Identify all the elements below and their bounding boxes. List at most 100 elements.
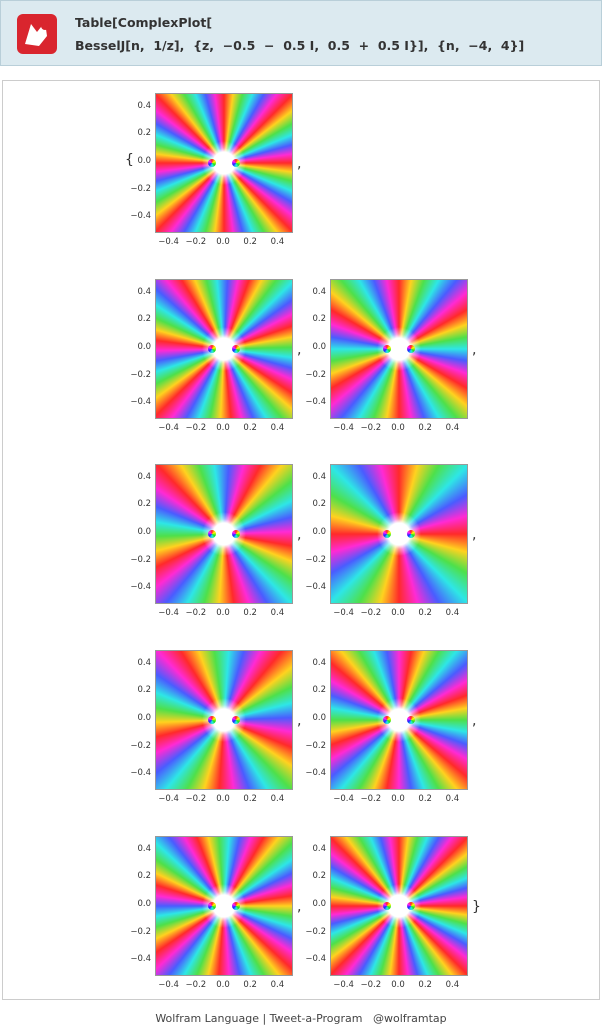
singularity — [232, 530, 240, 538]
y-tick-label: −0.4 — [130, 768, 151, 779]
singularity — [407, 345, 415, 353]
singularity — [208, 530, 216, 538]
singularity — [383, 345, 391, 353]
y-tick-label: −0.4 — [130, 954, 151, 965]
x-tick-label: −0.4 — [158, 608, 179, 618]
y-tick-label: −0.4 — [305, 397, 326, 408]
y-tick-label: 0.4 — [312, 657, 326, 668]
y-tick-label: −0.2 — [130, 183, 151, 194]
x-tick-label: 0.2 — [243, 237, 257, 247]
y-tick-label: −0.2 — [130, 369, 151, 380]
singularity — [232, 902, 240, 910]
separator: , — [297, 713, 302, 729]
complex-plot — [330, 279, 468, 419]
singularity — [208, 716, 216, 724]
app-icon — [17, 14, 57, 54]
x-tick-label: 0.0 — [391, 794, 405, 804]
singularity — [383, 902, 391, 910]
y-tick-label: 0.0 — [312, 527, 326, 537]
x-tick-label: −0.2 — [185, 237, 207, 247]
singularity — [208, 902, 216, 910]
y-tick-label: −0.4 — [305, 768, 326, 779]
y-tick-label: −0.2 — [130, 926, 151, 937]
x-tick-label: 0.4 — [270, 423, 285, 433]
singularity — [407, 902, 415, 910]
y-tick-label: 0.2 — [137, 685, 151, 696]
separator: , — [297, 342, 302, 358]
singularity — [383, 530, 391, 538]
x-tick-label: −0.4 — [333, 794, 354, 804]
y-tick-label: 0.0 — [137, 899, 151, 909]
complex-plot — [155, 464, 293, 604]
y-tick-label: −0.4 — [305, 582, 326, 593]
singularity — [232, 159, 240, 167]
singularity — [208, 159, 216, 167]
y-tick-label: 0.2 — [312, 314, 326, 325]
y-tick-label: −0.2 — [130, 554, 151, 565]
y-tick-label: 0.0 — [137, 527, 151, 537]
separator: , — [297, 156, 302, 172]
y-tick-label: 0.2 — [137, 314, 151, 325]
x-tick-label: 0.4 — [445, 423, 460, 433]
y-tick-label: 0.0 — [137, 156, 151, 166]
y-tick-label: 0.4 — [137, 286, 151, 297]
singularity — [407, 530, 415, 538]
x-tick-label: 0.2 — [418, 794, 432, 804]
singularity — [383, 716, 391, 724]
x-tick-label: 0.0 — [216, 980, 230, 990]
x-tick-label: 0.2 — [243, 980, 257, 990]
separator: , — [472, 342, 477, 358]
x-tick-label: 0.2 — [243, 423, 257, 433]
x-tick-label: 0.0 — [216, 423, 230, 433]
x-tick-label: 0.2 — [243, 608, 257, 618]
x-tick-label: −0.4 — [158, 423, 179, 433]
y-tick-label: −0.2 — [305, 740, 326, 751]
y-tick-label: 0.2 — [312, 871, 326, 882]
y-tick-label: −0.4 — [130, 397, 151, 408]
y-tick-label: −0.4 — [305, 954, 326, 965]
y-tick-label: 0.2 — [137, 128, 151, 139]
complex-plot — [155, 836, 293, 976]
x-tick-label: −0.4 — [333, 980, 354, 990]
x-tick-label: −0.4 — [158, 237, 179, 247]
y-tick-label: 0.4 — [312, 843, 326, 854]
y-tick-label: 0.2 — [137, 499, 151, 510]
complex-plot — [330, 650, 468, 790]
x-tick-label: −0.2 — [185, 980, 207, 990]
y-tick-label: 0.4 — [137, 657, 151, 668]
y-tick-label: 0.0 — [312, 342, 326, 352]
x-tick-label: −0.2 — [185, 794, 207, 804]
x-tick-label: −0.4 — [158, 794, 179, 804]
x-tick-label: 0.0 — [391, 980, 405, 990]
x-tick-label: −0.2 — [185, 423, 207, 433]
brace-open: { — [125, 152, 134, 168]
y-tick-label: −0.2 — [130, 740, 151, 751]
y-tick-label: 0.4 — [137, 843, 151, 854]
y-tick-label: 0.2 — [312, 499, 326, 510]
x-tick-label: 0.4 — [270, 980, 285, 990]
x-tick-label: −0.2 — [360, 980, 382, 990]
y-tick-label: 0.0 — [312, 899, 326, 909]
x-tick-label: −0.2 — [360, 794, 382, 804]
y-tick-label: −0.2 — [305, 926, 326, 937]
x-tick-label: −0.4 — [333, 608, 354, 618]
x-tick-label: 0.2 — [418, 980, 432, 990]
footer: Wolfram Language | Tweet-a-Program @wolf… — [155, 1012, 447, 1025]
x-tick-label: −0.4 — [158, 980, 179, 990]
x-tick-label: −0.4 — [333, 423, 354, 433]
x-tick-label: 0.2 — [243, 794, 257, 804]
y-tick-label: −0.4 — [130, 582, 151, 593]
x-tick-label: 0.4 — [445, 980, 460, 990]
x-tick-label: 0.4 — [445, 794, 460, 804]
separator: , — [472, 713, 477, 729]
x-tick-label: 0.0 — [391, 608, 405, 618]
y-tick-label: 0.0 — [137, 342, 151, 352]
y-tick-label: −0.2 — [305, 554, 326, 565]
x-tick-label: 0.4 — [270, 237, 285, 247]
y-tick-label: 0.4 — [137, 100, 151, 111]
code-line: BesselJ[n, 1/z], {z, −0.5 − 0.5 I, 0.5 +… — [75, 38, 525, 53]
x-tick-label: 0.4 — [270, 794, 285, 804]
x-tick-label: 0.2 — [418, 608, 432, 618]
complex-plot — [330, 464, 468, 604]
